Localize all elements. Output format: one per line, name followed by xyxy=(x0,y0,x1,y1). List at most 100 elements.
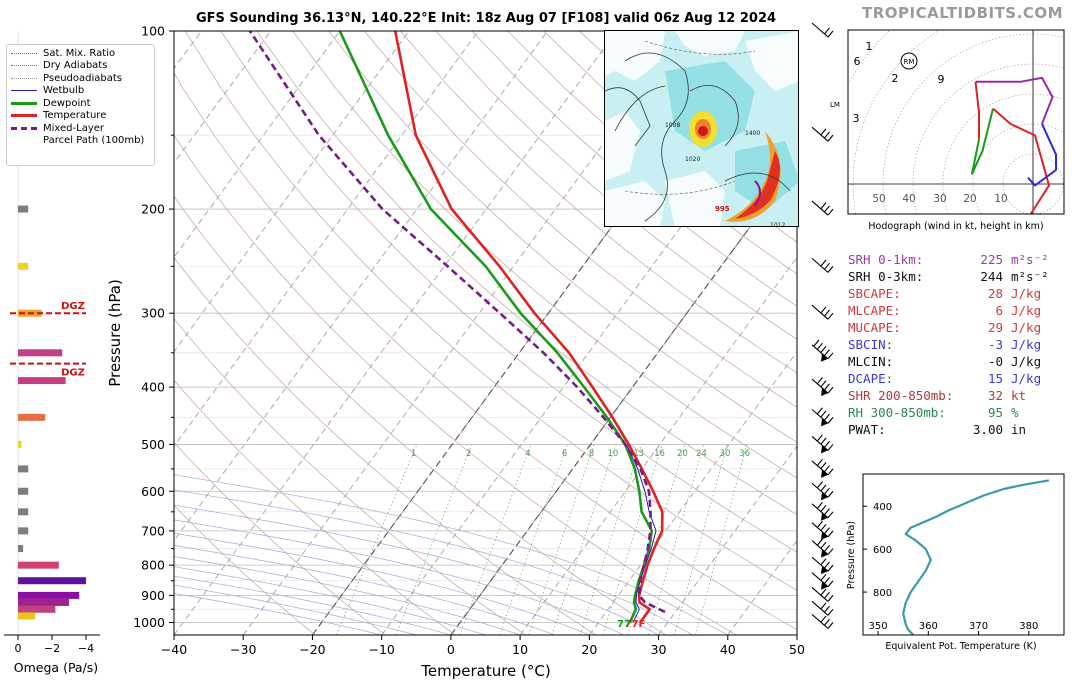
mixing-ratio-label: 4 xyxy=(525,449,530,459)
wind-barb-tick xyxy=(827,548,834,555)
wind-barb-staff xyxy=(811,22,829,38)
stat-value: 15 J/kg xyxy=(988,370,1063,387)
surface-dew-label: 77 xyxy=(617,619,631,630)
omega-bar xyxy=(18,440,22,448)
wind-barb-tick xyxy=(817,481,823,489)
theta-e-y-axis-label: Pressure (hPa) xyxy=(846,521,857,589)
theta-e-tick-label: 350 xyxy=(869,621,888,632)
legend-label: Wetbulb xyxy=(43,85,85,97)
omega-bar xyxy=(18,465,29,473)
x-tick-label: 0 xyxy=(447,642,455,657)
wind-barb-staff xyxy=(811,482,829,498)
wind-barb-tick xyxy=(820,306,827,314)
wind-barb-tick xyxy=(827,444,834,451)
legend-item: Pseudoadiabats xyxy=(11,72,150,85)
wind-barb-staff xyxy=(811,126,829,142)
stat-label: DCAPE: xyxy=(848,371,894,386)
stat-label: SHR 200-850mb: xyxy=(848,388,954,403)
mixing-ratio-label: 16 xyxy=(654,449,665,459)
legend-label: Sat. Mix. Ratio xyxy=(43,47,116,59)
wind-barb-tick xyxy=(820,558,827,566)
wind-barb-tick xyxy=(827,134,834,142)
stat-label: MUCAPE: xyxy=(848,320,901,335)
legend-item: Mixed-Layer xyxy=(11,122,150,135)
stat-value: -0 J/kg xyxy=(988,353,1063,370)
stat-value: 6 J/kg xyxy=(995,302,1063,319)
svg-text:1400: 1400 xyxy=(745,130,760,137)
hodograph-ring-label: 10 xyxy=(994,193,1007,205)
wind-barb-tick xyxy=(817,377,823,384)
x-tick-label: −20 xyxy=(299,642,325,657)
wind-barb-tick xyxy=(827,608,834,616)
svg-text:1008: 1008 xyxy=(665,122,680,129)
y-tick-label: 900 xyxy=(141,588,165,603)
wind-barb-tick xyxy=(827,468,834,476)
stat-label: MLCAPE: xyxy=(848,303,901,318)
wind-barb-tick xyxy=(824,527,830,534)
stat-value: 95% xyxy=(988,404,1063,421)
wind-barb-tick xyxy=(824,561,830,569)
wind-barb-tick xyxy=(824,262,830,270)
stat-unit: J/kg xyxy=(1011,303,1042,318)
hodograph-trace xyxy=(1027,123,1057,187)
brand-watermark: TROPICALTIDBITS.COM xyxy=(862,4,1063,22)
x-axis-label: Temperature (°C) xyxy=(420,662,550,680)
wind-barb-tick xyxy=(820,346,827,353)
stat-unit: kt xyxy=(1011,388,1027,403)
series-line-wetbulb xyxy=(626,444,657,623)
lm-label: LM xyxy=(830,101,840,109)
wind-barb-tick xyxy=(820,541,827,549)
stat-value: 3.00 in xyxy=(973,421,1063,438)
wind-barb-tick xyxy=(820,128,827,136)
x-tick-label: 10 xyxy=(512,642,528,657)
skewt-legend: Sat. Mix. Ratio Dry Adiabats Pseudoadiabat… xyxy=(6,44,155,166)
stat-label: SRH 0-1km: xyxy=(848,252,924,267)
legend-label: Mixed-Layer xyxy=(43,122,105,134)
wind-barb-tick xyxy=(824,605,830,613)
theta-e-caption: Equivalent Pot. Temperature (K) xyxy=(885,641,1036,652)
legend-item: Dewpoint xyxy=(11,97,150,110)
series-line-mixed-layer-parcel-path-100mb- xyxy=(248,31,666,614)
theta-e-y-tick-label: 400 xyxy=(873,502,892,513)
omega-tick-label: 0 xyxy=(15,642,22,655)
omega-bar xyxy=(18,591,80,599)
stat-unit: % xyxy=(1011,405,1019,420)
wind-barb-tick xyxy=(827,417,834,424)
sounding-stats: SRH 0-1km: 225 m²s⁻² SRH 0-3km: 244 m²s⁻² SBCA… xyxy=(848,251,1063,438)
mixing-ratio-label: 13 xyxy=(633,449,644,459)
wind-barb-tick xyxy=(824,577,830,584)
wind-barb-tick xyxy=(827,352,834,360)
wind-barb-tick xyxy=(827,490,834,498)
wind-barb-flag xyxy=(821,581,828,590)
hodograph-ring-label: 50 xyxy=(872,193,885,205)
omega-bar xyxy=(18,612,35,620)
omega-tick-label: −4 xyxy=(78,642,94,655)
stat-unit: J/kg xyxy=(1011,371,1042,386)
y-tick-label: 1000 xyxy=(133,615,165,630)
stat-value: 225 m²s⁻² xyxy=(980,251,1063,268)
wind-barb-tick xyxy=(827,580,834,588)
wind-barb-tick xyxy=(827,564,834,572)
omega-bar xyxy=(18,561,59,569)
stat-label: SBCIN: xyxy=(848,337,894,352)
wind-barb-tick xyxy=(824,27,830,35)
wind-barb-staff xyxy=(811,503,829,519)
stat-value: 244 m²s⁻² xyxy=(980,268,1063,285)
wind-barb-tick xyxy=(824,309,830,317)
stat-value: 32 kt xyxy=(988,387,1063,404)
stat-value: -3 J/kg xyxy=(988,336,1063,353)
wind-barb-staff xyxy=(811,586,829,602)
legend-swatch xyxy=(11,126,37,130)
stat-row: MUCAPE: 29 J/kg xyxy=(848,319,1063,336)
hodograph-ring-label: 30 xyxy=(933,193,946,205)
wind-barb-tick xyxy=(820,410,827,418)
theta-e-plot: 350 360 370 380 400 600 800 Equivalent Pot. Tem… xyxy=(846,473,1065,652)
omega-bar xyxy=(18,508,29,516)
legend-swatch xyxy=(11,52,37,54)
omega-bar xyxy=(18,598,69,606)
wind-barb-tick xyxy=(820,437,827,445)
wind-barb-staff xyxy=(811,436,829,451)
wind-barb-tick xyxy=(827,386,834,394)
omega-bar xyxy=(18,349,63,357)
x-tick-label: 40 xyxy=(720,642,736,657)
